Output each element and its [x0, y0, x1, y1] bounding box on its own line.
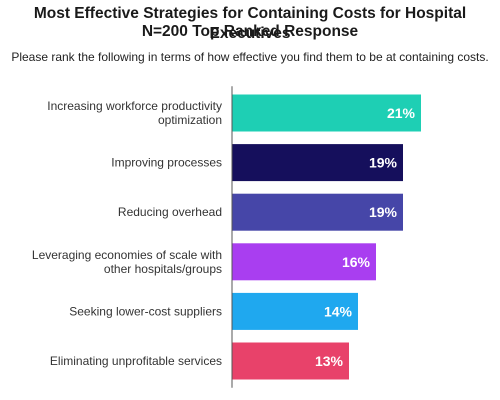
chart-question: Please rank the following in terms of ho…	[11, 50, 489, 64]
bar-2	[232, 193, 403, 231]
bar-value-label-5: 13%	[315, 353, 344, 369]
bar-value-label-2: 19%	[369, 204, 398, 220]
bar-5	[232, 342, 349, 380]
bar-4	[232, 292, 358, 330]
bar-value-label-0: 21%	[387, 105, 416, 121]
category-label-3: Leveraging economies of scale with other …	[32, 248, 222, 276]
category-label-4: Seeking lower-cost suppliers	[69, 304, 222, 318]
bar-1	[232, 144, 403, 182]
bar-value-label-4: 14%	[324, 303, 353, 319]
bar-0	[232, 94, 421, 132]
chart-title: Most Effective Strategies for Containing…	[33, 5, 467, 42]
bar-value-label-1: 19%	[369, 155, 398, 171]
category-label-5: Eliminating unprofitable services	[50, 354, 222, 368]
bar-value-label-3: 16%	[342, 254, 371, 270]
bar-3	[232, 243, 376, 281]
category-label-0: Increasing workforce productivity optimiz…	[47, 99, 222, 127]
chart-sample-size: N=200 Top Ranked Response	[141, 23, 359, 40]
category-label-1: Improving processes	[111, 156, 222, 170]
category-label-2: Reducing overhead	[118, 205, 222, 219]
